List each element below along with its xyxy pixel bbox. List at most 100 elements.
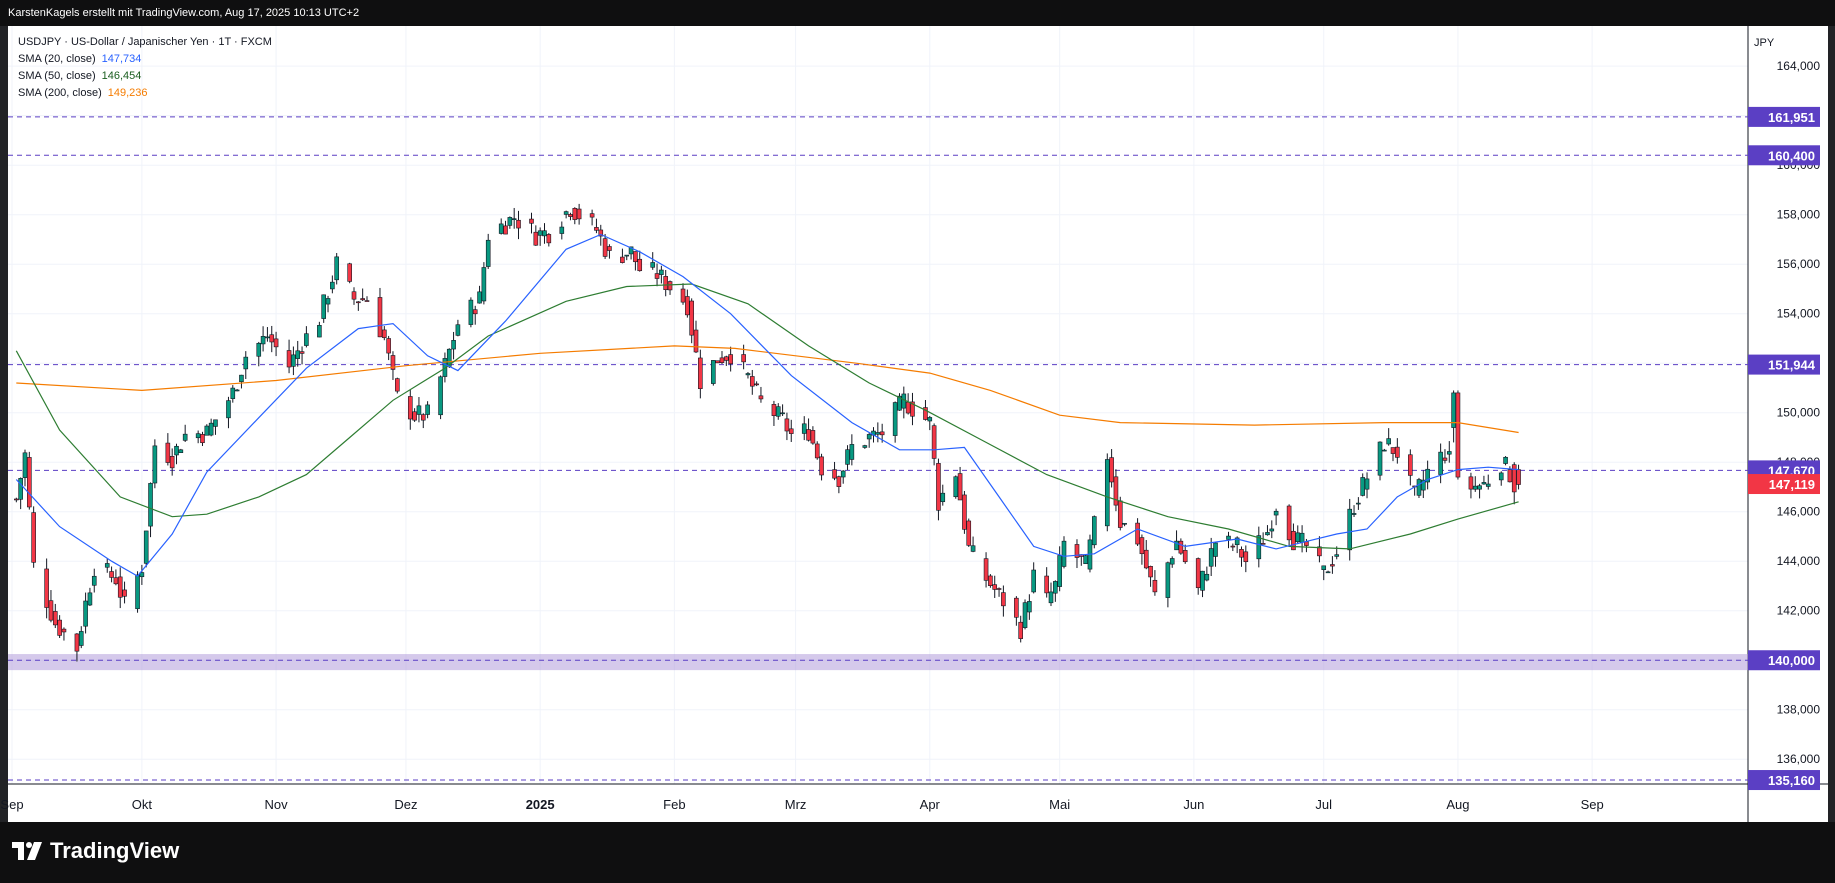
candle-body [1174,540,1179,551]
candle-body [568,214,573,217]
candle-body [330,281,335,290]
level-price-tag: 161,951 [1768,110,1815,125]
candle-body [624,254,630,257]
candle-body [1208,548,1214,567]
sma20-value: 147,734 [101,53,142,65]
price-tick-label: 144,000 [1777,554,1821,568]
candle-body [122,589,127,597]
candle-body [1061,540,1067,567]
candle-body [1048,591,1054,604]
candle-body [1390,447,1396,454]
candle-body [745,373,751,376]
time-tick-label: Mai [1049,797,1070,812]
candle-body [962,494,967,530]
candle-body [897,395,902,411]
candle-body [633,251,638,263]
candle-body [862,445,868,448]
price-chart[interactable]: 136,000 138,000 140,000 142,000 144,000 146,0… [0,0,1835,822]
tradingview-brand[interactable]: TradingView [50,838,180,863]
candle-body [667,281,673,291]
candle-body [1256,535,1262,560]
candle-body [1334,554,1340,557]
candle-body [1083,555,1088,565]
candle-body [628,246,634,255]
candle-body [109,571,114,578]
candle-body [390,355,396,370]
legend-sma200[interactable]: SMA (200, close) 149,236 [18,85,272,102]
time-tick-label: 2025 [526,797,555,812]
candle-body [239,374,244,383]
candle-body [1347,508,1353,551]
candle-body [1451,392,1456,428]
tradingview-logo-icon[interactable] [12,840,46,860]
time-tick-label: Apr [920,797,941,812]
candle-body [1468,476,1474,490]
candle-body [22,452,28,478]
candle-body [1143,549,1149,569]
attribution-bar: KarstenKagels erstellt mit TradingView.c… [0,0,1835,26]
candle-body [970,545,976,552]
candle-body [226,400,231,419]
candle-body [317,325,322,338]
candles [14,203,1521,662]
candle-body [498,223,504,234]
symbol-title[interactable]: USDJPY · US-Dollar / Japanischer Yen · 1… [18,36,272,48]
sma20-label: SMA (20, close) [18,53,96,65]
chart-legend: USDJPY · US-Dollar / Japanischer Yen · 1… [18,34,272,102]
candle-body [784,418,790,432]
candle-body [654,273,660,279]
candle-body [1377,441,1383,476]
time-tick-label: Sep [1581,797,1604,812]
candle-body [148,483,153,527]
chart-frame [8,26,1828,822]
sma200-label: SMA (200, close) [18,87,102,99]
candle-body [546,234,552,244]
candle-body [572,208,578,220]
candle-body [451,340,456,350]
candle-body [1117,500,1123,528]
candle-body [892,402,898,436]
candle-body [845,449,850,465]
candle-body [1356,502,1361,505]
candle-body [693,329,699,353]
candle-body [1382,449,1387,452]
candle-body [113,577,119,585]
candle-body [438,376,443,416]
candle-body [1169,558,1175,565]
candle-body [931,425,937,459]
candle-body [775,406,781,417]
legend-sma50[interactable]: SMA (50, close) 146,454 [18,68,272,85]
candle-body [44,568,49,608]
candle-body [1498,472,1504,481]
candle-body [602,238,608,257]
candle-body [195,433,201,439]
candle-body [988,575,993,586]
price-axis[interactable]: 136,000 138,000 140,000 142,000 144,000 146,0… [1748,37,1821,791]
candle-body [455,324,461,336]
candle-body [1507,469,1513,483]
candle-body [559,226,565,234]
candle-body [680,288,686,303]
candle-body [1022,602,1028,628]
candle-body [468,299,474,325]
candle-body [576,208,582,220]
candle-body [31,512,36,563]
candle-body [1442,457,1448,461]
time-axis[interactable]: Sep Okt Nov Dez 2025 Feb Mrz Apr Mai Jun Jul Aug Sep [0,797,1603,812]
candle-body [1195,558,1201,589]
sma50-value: 146,454 [101,70,142,82]
candle-body [208,422,214,436]
candle-body [758,395,764,400]
candle-body [1239,549,1244,558]
candle-body [866,434,872,440]
candle-body [563,211,569,215]
candle-body [801,423,807,434]
legend-sma20[interactable]: SMA (20, close) 147,734 [18,51,272,68]
candle-body [966,520,972,546]
candle-body [61,628,67,633]
candle-body [485,239,491,267]
price-tick-label: 150,000 [1777,406,1821,420]
candle-body [304,333,309,346]
candle-body [607,246,612,251]
price-tick-label: 138,000 [1777,703,1821,717]
